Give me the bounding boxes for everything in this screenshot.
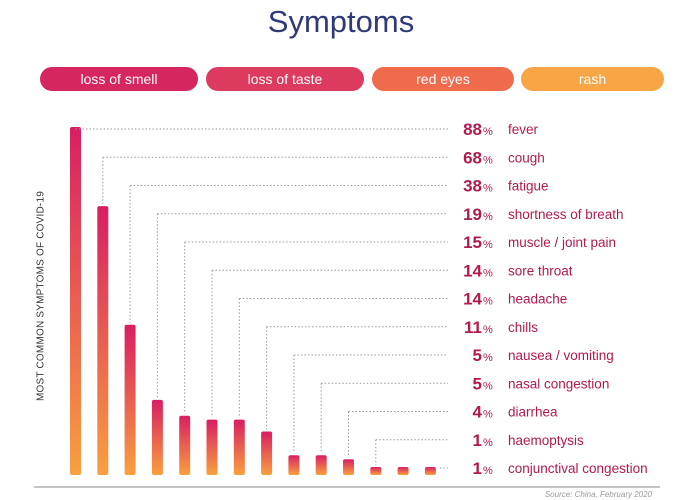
category-label-5: sore throat — [508, 263, 573, 278]
bar-2 — [124, 324, 136, 475]
category-label-2: fatigue — [508, 179, 549, 194]
bar-4 — [179, 415, 191, 475]
pill-red-eyes: red eyes — [372, 67, 514, 91]
value-unit-11: % — [483, 437, 493, 449]
pill-loss-of-smell: loss of smell — [40, 67, 198, 91]
value-label-9: 5 — [473, 374, 482, 393]
category-label-0: fever — [508, 122, 539, 137]
value-label-0: 88 — [463, 120, 482, 139]
page-title: Symptoms — [267, 4, 415, 39]
value-unit-1: % — [483, 154, 493, 166]
bar-8 — [288, 455, 300, 475]
value-unit-12: % — [483, 465, 493, 477]
value-label-11: 1 — [473, 431, 482, 450]
bar-7 — [261, 431, 273, 475]
bar-9 — [315, 455, 327, 475]
value-label-5: 14 — [463, 261, 482, 280]
value-unit-10: % — [483, 409, 493, 421]
value-label-12: 1 — [473, 459, 482, 478]
value-label-3: 19 — [463, 205, 482, 224]
source-note: Source: China, February 2020 — [544, 490, 652, 499]
value-unit-7: % — [483, 324, 493, 336]
pill-rash: rash — [521, 67, 664, 91]
category-label-4: muscle / joint pain — [508, 235, 616, 250]
value-unit-8: % — [483, 352, 493, 364]
value-unit-9: % — [483, 380, 493, 392]
value-label-1: 68 — [463, 148, 482, 167]
value-label-8: 5 — [473, 346, 482, 365]
category-label-10: diarrhea — [508, 405, 558, 420]
bar-13 — [424, 467, 436, 475]
value-label-4: 15 — [463, 233, 482, 252]
category-label-6: headache — [508, 292, 567, 307]
bar-0 — [70, 127, 81, 475]
value-label-10: 4 — [473, 403, 483, 422]
category-label-12: conjunctival congestion — [508, 461, 648, 476]
category-label-9: nasal congestion — [508, 376, 609, 391]
bar-5 — [206, 419, 218, 475]
value-unit-4: % — [483, 239, 493, 251]
value-label-2: 38 — [463, 177, 482, 196]
bar-6 — [233, 419, 245, 475]
pill-loss-of-taste: loss of taste — [206, 67, 364, 91]
bar-3 — [151, 399, 163, 475]
value-unit-5: % — [483, 267, 493, 279]
bar-1 — [97, 206, 109, 475]
value-unit-6: % — [483, 296, 493, 308]
bar-10 — [343, 459, 354, 475]
category-label-3: shortness of breath — [508, 207, 624, 222]
value-unit-2: % — [483, 183, 493, 195]
category-label-11: haemoptysis — [508, 433, 584, 448]
category-label-7: chills — [508, 320, 538, 335]
category-label-8: nausea / vomiting — [508, 348, 614, 363]
value-unit-3: % — [483, 211, 493, 223]
value-label-7: 11 — [464, 318, 482, 337]
category-label-1: cough — [508, 150, 545, 165]
value-label-6: 14 — [463, 290, 482, 309]
value-unit-0: % — [483, 126, 493, 138]
bar-12 — [397, 467, 409, 475]
bar-11 — [370, 467, 382, 475]
